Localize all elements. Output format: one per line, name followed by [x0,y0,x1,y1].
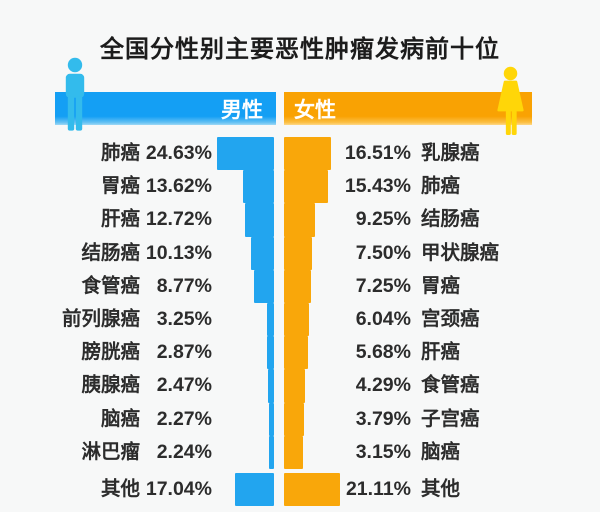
female-value-label: 6.04% [355,307,411,330]
female-bar [284,137,331,171]
male-category-label: 肝癌 [100,208,140,231]
female-category-label: 子宫癌 [421,407,480,430]
male-category-label: 结肠癌 [81,241,140,264]
male-category-label: 膀胱癌 [81,341,140,364]
chart-rows: 肺癌 24.63% 16.51% 乳腺癌 胃癌 13.62% 15.43% 肺癌… [0,137,600,507]
male-category-label: 脑癌 [100,407,140,430]
chart-row: 膀胱癌 2.87% 5.68% 肝癌 [0,336,600,370]
male-bar [234,472,274,507]
male-category-label: 食管癌 [81,274,140,297]
male-figure-icon [59,57,91,137]
female-category-label: 甲状腺癌 [421,241,500,264]
male-bar [244,203,274,237]
male-category-label: 胰腺癌 [81,374,140,397]
female-figure-icon [494,66,527,141]
female-category-label: 食管癌 [421,374,480,397]
female-bar [284,203,316,237]
female-legend-label: 女性 [294,98,336,122]
chart-row: 其他 17.04% 21.11% 其他 [0,472,600,507]
male-value-label: 24.63% [145,142,212,164]
female-category-label: 肺癌 [421,175,461,198]
male-header-bar: 男性 [55,92,276,125]
male-bar [266,302,274,337]
male-value-label: 17.04% [145,477,212,500]
male-value-label: 2.47% [156,374,212,397]
male-category-label: 淋巴瘤 [81,440,140,463]
male-legend-label: 男性 [221,98,263,122]
female-value-label: 16.51% [344,142,411,164]
chart-row: 食管癌 8.77% 7.25% 胃癌 [0,269,600,303]
female-bar [284,336,308,370]
male-value-label: 3.25% [156,307,212,330]
female-value-label: 21.11% [345,477,411,500]
female-value-label: 5.68% [355,341,411,364]
female-category-label: 肝癌 [421,341,461,364]
male-bar [268,435,274,469]
female-bar [284,236,312,270]
male-category-label: 前列腺癌 [61,307,140,330]
female-bar [284,302,309,337]
male-category-label: 胃癌 [100,175,140,198]
female-category-label: 结肠癌 [421,208,480,231]
male-bar [268,402,274,436]
female-value-label: 15.43% [344,175,411,198]
female-category-label: 宫颈癌 [421,307,480,330]
female-category-label: 乳腺癌 [421,142,480,164]
chart-row: 胰腺癌 2.47% 4.29% 食管癌 [0,369,600,403]
male-bar [253,269,274,303]
chart-row: 肝癌 12.72% 9.25% 结肠癌 [0,203,600,237]
male-value-label: 10.13% [145,241,212,264]
male-category-label: 肺癌 [100,142,140,164]
female-bar [284,472,341,507]
male-value-label: 13.62% [145,175,212,198]
female-bar [284,435,303,469]
male-bar [268,369,274,403]
chart-row: 淋巴瘤 2.24% 3.15% 脑癌 [0,435,600,469]
female-category-label: 其他 [421,477,461,500]
male-value-label: 2.27% [156,407,212,430]
chart-row: 前列腺癌 3.25% 6.04% 宫颈癌 [0,302,600,337]
chart-row: 结肠癌 10.13% 7.50% 甲状腺癌 [0,236,600,270]
female-value-label: 4.29% [355,374,411,397]
male-category-label: 其他 [100,477,140,500]
female-bar [284,402,304,436]
female-header-bar: 女性 [284,92,532,125]
female-category-label: 胃癌 [421,274,461,297]
female-value-label: 3.79% [355,407,411,430]
male-bar [267,336,274,370]
female-category-label: 脑癌 [421,440,461,463]
male-value-label: 8.77% [156,274,212,297]
female-value-label: 3.15% [355,440,411,463]
male-value-label: 2.24% [156,440,212,463]
chart-title: 全国分性别主要恶性肿瘤发病前十位 [100,36,500,63]
chart-row: 胃癌 13.62% 15.43% 肺癌 [0,170,600,204]
male-bar [242,170,274,204]
female-value-label: 9.25% [355,208,411,231]
male-bar [250,236,274,270]
female-bar [284,170,329,204]
male-value-label: 2.87% [156,341,212,364]
female-value-label: 7.25% [355,274,411,297]
male-bar [217,137,274,171]
chart-row: 肺癌 24.63% 16.51% 乳腺癌 [0,137,600,171]
female-value-label: 7.50% [355,241,411,264]
chart-row: 脑癌 2.27% 3.79% 子宫癌 [0,402,600,436]
female-bar [284,269,312,303]
male-value-label: 12.72% [145,208,212,231]
female-bar [284,369,305,403]
